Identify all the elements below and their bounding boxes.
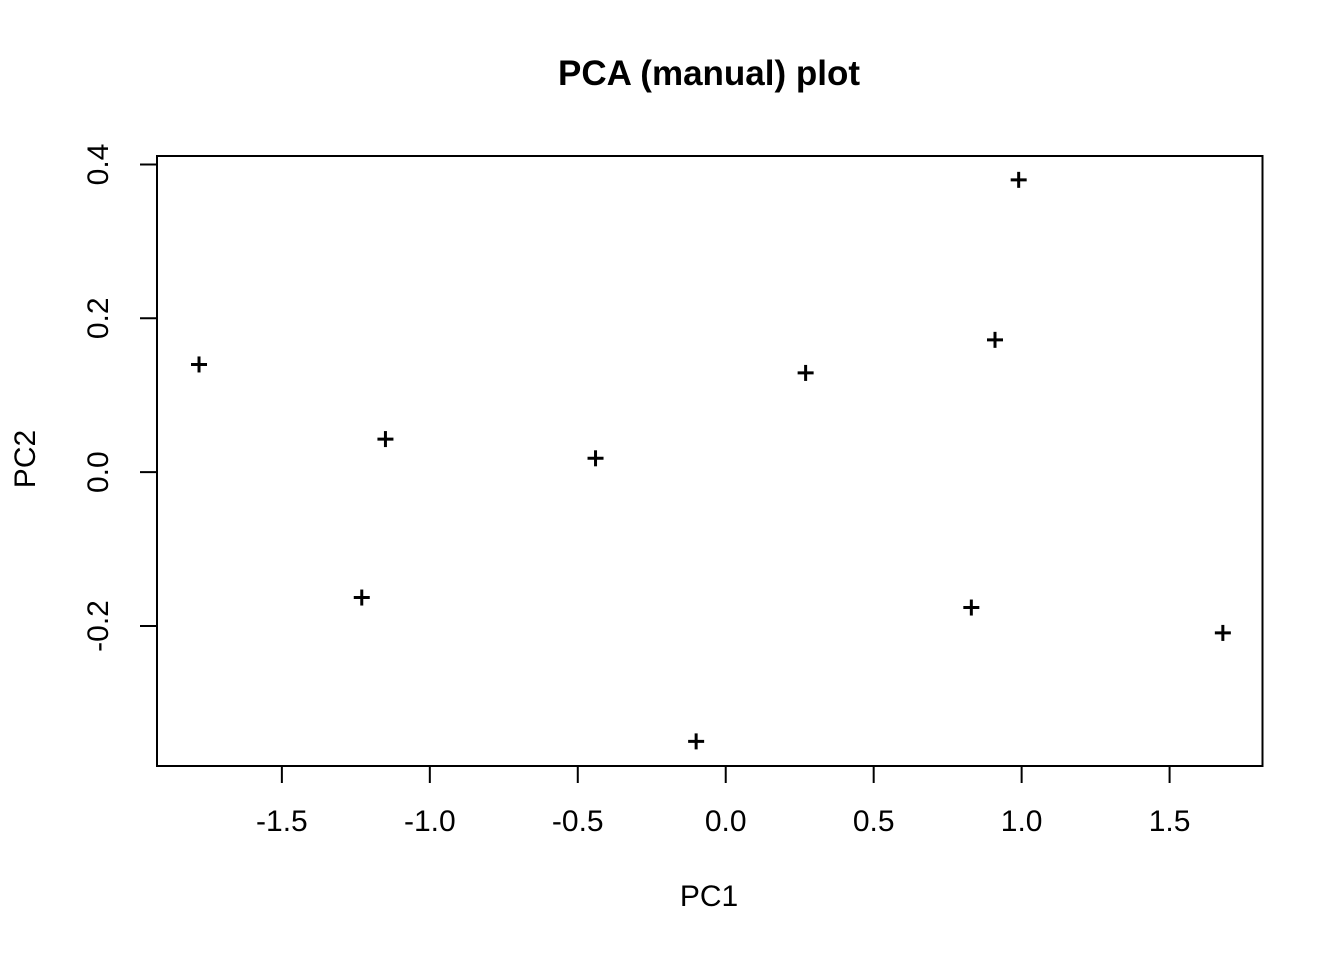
y-tick-label: 0.0 <box>82 451 115 493</box>
x-axis-ticks: -1.5 -1.0 -0.5 0.0 0.5 1.0 1.5 <box>256 766 1190 838</box>
data-point-marker <box>377 431 394 448</box>
data-point-marker <box>191 356 208 373</box>
y-tick-label: -0.2 <box>82 600 115 652</box>
data-point-marker <box>688 733 705 750</box>
data-point-marker <box>1214 624 1231 641</box>
chart-title: PCA (manual) plot <box>558 54 860 93</box>
y-tick-label: 0.4 <box>82 144 115 186</box>
y-tick-label: 0.2 <box>82 297 115 339</box>
x-tick-label: 1.5 <box>1149 805 1191 838</box>
x-tick-label: -0.5 <box>552 805 604 838</box>
data-point-marker <box>987 331 1004 348</box>
data-points <box>191 171 1231 750</box>
data-point-marker <box>963 599 980 616</box>
x-tick-label: 0.0 <box>705 805 747 838</box>
x-tick-label: 0.5 <box>853 805 895 838</box>
data-point-marker <box>587 450 604 467</box>
x-tick-label: -1.0 <box>404 805 456 838</box>
y-axis-label: PC2 <box>9 430 42 488</box>
x-axis-label: PC1 <box>680 880 738 913</box>
data-point-marker <box>353 589 370 606</box>
plot-box <box>156 155 1264 767</box>
x-tick-label: 1.0 <box>1001 805 1043 838</box>
x-tick-label: -1.5 <box>256 805 308 838</box>
data-point-marker <box>1010 171 1027 188</box>
data-point-marker <box>797 364 814 381</box>
y-axis-ticks: -0.2 0.0 0.2 0.4 <box>82 144 157 652</box>
